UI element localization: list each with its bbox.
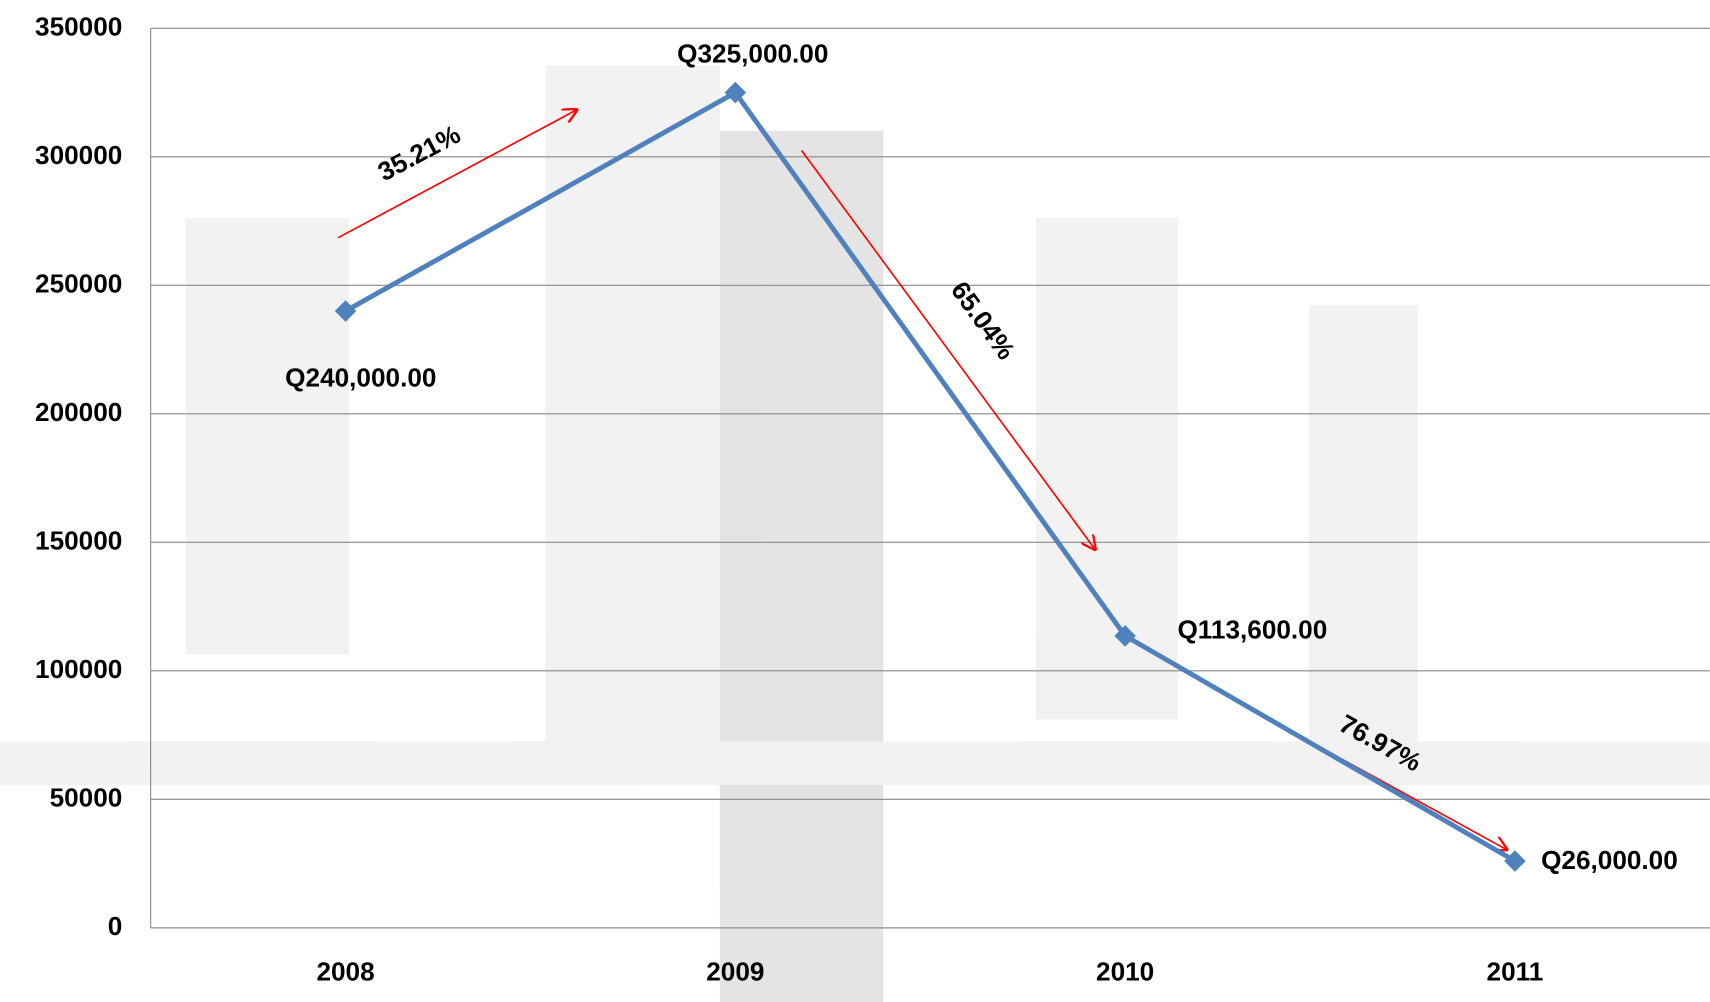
marker — [1114, 625, 1136, 647]
value-label: Q26,000.00 — [1541, 845, 1678, 875]
y-tick-label: 250000 — [35, 268, 122, 298]
x-tick-label: 2010 — [1096, 957, 1154, 987]
x-tick-label: 2008 — [316, 957, 374, 987]
value-label: Q113,600.00 — [1177, 614, 1327, 644]
y-tick-label: 350000 — [35, 11, 122, 41]
y-tick-label: 200000 — [35, 397, 122, 427]
x-tick-label: 2009 — [706, 957, 764, 987]
marker — [1504, 850, 1526, 872]
y-tick-label: 0 — [108, 911, 123, 941]
annotation-arrow — [800, 149, 1096, 550]
y-tick-label: 100000 — [35, 654, 122, 684]
y-tick-label: 50000 — [50, 782, 123, 812]
annotation-arrow — [337, 109, 578, 239]
line — [344, 90, 1517, 864]
y-tick-label: 150000 — [35, 525, 122, 555]
y-tick-label: 300000 — [35, 140, 122, 170]
background — [0, 65, 1710, 1002]
annotation: 65.04% — [945, 276, 1021, 365]
value-label: Q240,000.00 — [285, 363, 436, 393]
x-tick-label: 2011 — [1487, 957, 1544, 987]
value-label: Q325,000.00 — [677, 38, 828, 68]
